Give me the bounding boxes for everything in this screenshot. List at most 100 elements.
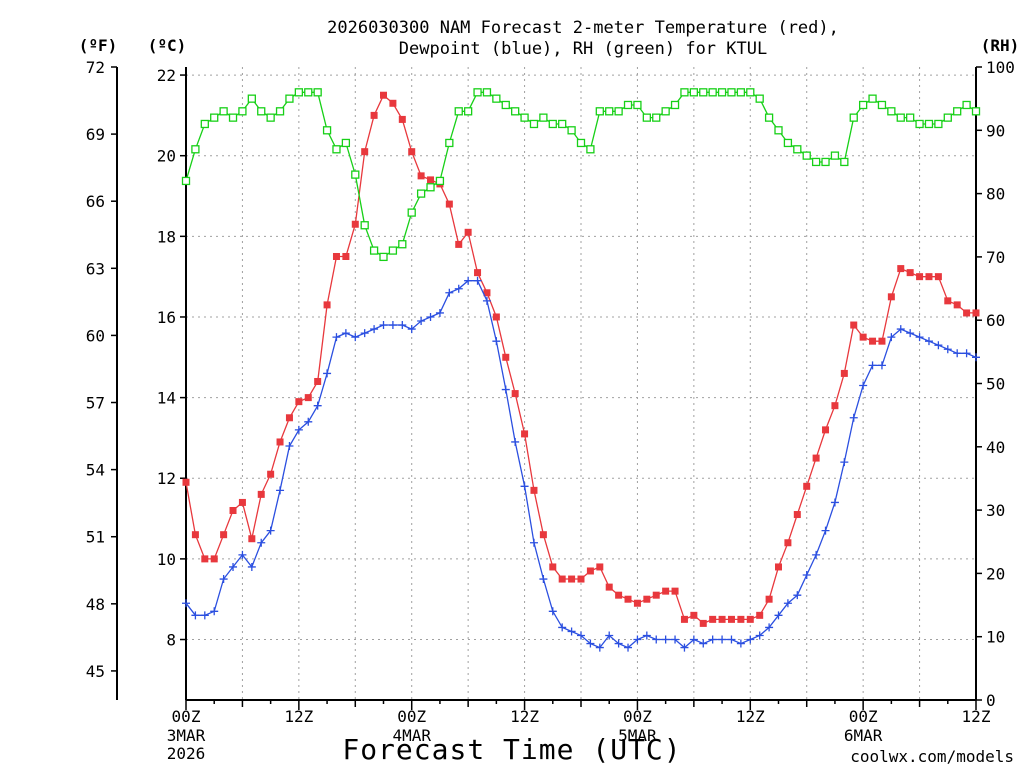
dewpoint-point bbox=[266, 526, 275, 535]
dewpoint-point bbox=[755, 631, 764, 640]
dewpoint-point bbox=[398, 321, 407, 330]
temperature-point bbox=[690, 611, 698, 619]
rh-point bbox=[802, 151, 811, 160]
rh-point bbox=[642, 113, 651, 122]
dewpoint-point bbox=[238, 550, 247, 559]
dewpoint-point bbox=[680, 643, 689, 652]
temperature-point bbox=[568, 575, 576, 583]
dewpoint-point bbox=[454, 284, 463, 293]
rh-point bbox=[388, 246, 398, 255]
temperature-point bbox=[427, 176, 435, 184]
rh-point bbox=[285, 94, 294, 103]
rh-point bbox=[943, 113, 952, 122]
dewpoint-point bbox=[445, 288, 454, 297]
dewpoint-point bbox=[595, 643, 604, 652]
c-axis-label: (ºC) bbox=[148, 36, 187, 55]
dewpoint-point bbox=[746, 635, 755, 644]
temperature-point bbox=[332, 252, 340, 260]
dewpoint-point bbox=[511, 437, 520, 446]
dewpoint-point bbox=[482, 296, 491, 305]
x-date-label: 3MAR bbox=[167, 726, 206, 745]
x-tick-label: 12Z bbox=[736, 707, 765, 726]
temperature-point bbox=[662, 587, 670, 595]
rh-point bbox=[783, 138, 793, 148]
dewpoint-point bbox=[849, 413, 858, 422]
dewpoint-point bbox=[407, 325, 416, 334]
dewpoint-point bbox=[605, 631, 614, 640]
dewpoint-point bbox=[577, 631, 585, 640]
dewpoint-point bbox=[360, 329, 369, 338]
rh-point bbox=[915, 119, 924, 129]
x-tick-label: 00Z bbox=[849, 707, 878, 726]
temperature-point bbox=[257, 490, 265, 498]
f-tick-label: 60 bbox=[86, 326, 105, 345]
c-tick-label: 10 bbox=[157, 550, 176, 569]
temperature-point bbox=[869, 337, 877, 345]
rh-point bbox=[755, 94, 764, 103]
temperature-point bbox=[483, 289, 491, 297]
rh-point bbox=[463, 107, 473, 116]
f-tick-label: 72 bbox=[86, 58, 105, 77]
rh-point bbox=[247, 94, 256, 103]
dewpoint-point bbox=[765, 623, 774, 632]
temperature-point bbox=[775, 563, 782, 571]
dewpoint-point bbox=[896, 325, 905, 334]
temperature-point bbox=[746, 615, 754, 623]
series bbox=[181, 88, 981, 652]
rh-point bbox=[774, 126, 783, 135]
temperature-point bbox=[859, 333, 867, 341]
dewpoint-point bbox=[962, 349, 971, 358]
temperature-point bbox=[201, 555, 209, 563]
rh-point bbox=[661, 107, 670, 116]
temperature-point bbox=[464, 228, 472, 236]
rh-point bbox=[473, 88, 482, 97]
dewpoint-point bbox=[830, 498, 839, 507]
temperature-point bbox=[285, 414, 293, 422]
f-tick-label: 57 bbox=[86, 394, 105, 413]
c-tick-label: 18 bbox=[157, 227, 176, 246]
temperature-point bbox=[586, 567, 594, 575]
rh-point bbox=[727, 88, 736, 97]
rh-point bbox=[294, 88, 304, 97]
rh-point bbox=[896, 113, 905, 122]
dewpoint-point bbox=[492, 337, 501, 346]
c-tick-label: 22 bbox=[157, 66, 176, 85]
temperature-point bbox=[511, 390, 519, 398]
temperature-point bbox=[267, 470, 275, 478]
rh-point bbox=[369, 246, 379, 255]
temperature-point bbox=[737, 615, 745, 623]
temperature-point bbox=[925, 273, 933, 281]
dewpoint-point bbox=[229, 562, 238, 571]
dewpoint-point bbox=[247, 562, 256, 571]
dewpoint-point bbox=[812, 550, 821, 559]
c-tick-label: 14 bbox=[157, 389, 176, 408]
rh-point bbox=[275, 107, 285, 116]
dewpoint-point bbox=[736, 639, 745, 648]
dewpoint-point bbox=[529, 538, 538, 547]
dewpoint-point bbox=[802, 571, 811, 580]
rh-point bbox=[219, 107, 228, 116]
dewpoint-point bbox=[652, 635, 661, 644]
temperature-point bbox=[596, 563, 604, 571]
x-tick-label: 12Z bbox=[510, 707, 539, 726]
temperature-point bbox=[831, 402, 839, 410]
rh-tick-label: 60 bbox=[986, 311, 1005, 330]
temperature-point bbox=[718, 615, 726, 623]
x-date-label: 6MAR bbox=[844, 726, 883, 745]
rh-point bbox=[426, 183, 435, 192]
x-tick-label: 00Z bbox=[623, 707, 652, 726]
temperature-point bbox=[361, 148, 369, 156]
rh-point bbox=[341, 138, 351, 148]
f-tick-label: 54 bbox=[86, 461, 105, 480]
temperature-point bbox=[793, 511, 801, 519]
rh-point bbox=[529, 119, 539, 129]
rh-point bbox=[238, 107, 247, 116]
dewpoint-point bbox=[859, 381, 868, 390]
f-tick-label: 66 bbox=[86, 192, 105, 211]
temperature-point bbox=[812, 454, 820, 462]
temperature-point bbox=[633, 599, 641, 607]
rh-point bbox=[586, 145, 595, 154]
rh-tick-label: 70 bbox=[986, 248, 1005, 267]
rh-point bbox=[539, 113, 548, 122]
